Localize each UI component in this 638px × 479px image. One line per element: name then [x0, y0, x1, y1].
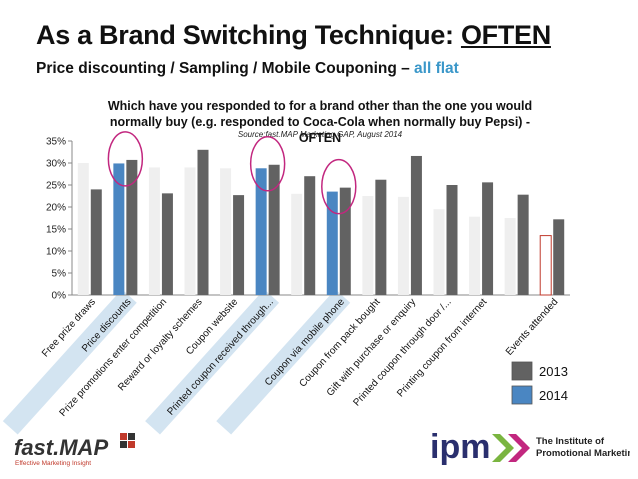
- page-title: As a Brand Switching Technique: OFTEN: [36, 20, 551, 51]
- bar-2014-events: [539, 235, 552, 296]
- ghost-bar: [504, 218, 516, 295]
- ghost-bar: [433, 209, 445, 295]
- highlight-circle: [107, 131, 144, 187]
- ipm-line-1: The Institute of: [536, 436, 605, 447]
- y-tick-label: 25%: [46, 181, 66, 192]
- ghost-bar: [184, 167, 196, 295]
- ipm-logo: ipm The Institute of Promotional Marketi…: [430, 424, 638, 477]
- ghost-bar: [148, 167, 160, 295]
- bar-2013: [375, 179, 387, 295]
- ghost-bar: [469, 216, 481, 295]
- highlight-band: [216, 289, 351, 435]
- bar-2014: [255, 168, 267, 295]
- bar-2013: [339, 187, 351, 295]
- ipm-line-2: Promotional Marketing: [536, 448, 630, 459]
- bar-2014: [113, 163, 125, 295]
- y-tick-label: 10%: [46, 247, 66, 258]
- bar-2014: [326, 191, 338, 295]
- highlight-circle: [321, 158, 357, 215]
- legend-swatch-2014: [511, 385, 533, 405]
- bar-2013: [482, 182, 494, 295]
- chart-question: Which have you responded to for a brand …: [107, 99, 533, 145]
- bar-2013: [233, 195, 245, 295]
- bar-2013: [268, 164, 280, 295]
- highlight-bands: [2, 289, 351, 435]
- ghost-bar: [362, 196, 374, 295]
- bar-2013: [90, 189, 102, 295]
- highlight-band: [2, 289, 137, 435]
- legend: 2013 2014: [511, 361, 568, 405]
- y-tick-label: 0%: [52, 291, 67, 302]
- bar-2013: [304, 176, 316, 295]
- legend-label-2013: 2013: [539, 364, 568, 379]
- highlight-band: [145, 289, 280, 435]
- chart-source: Source:fast.MAP Marketing GAP, August 20…: [237, 130, 403, 139]
- bar-2013: [553, 219, 565, 295]
- bar-2013: [161, 193, 173, 295]
- bar-2013: [197, 149, 209, 295]
- y-tick-label: 30%: [46, 159, 66, 170]
- bar-2013: [446, 185, 458, 295]
- page-subtitle: Price discounting / Sampling / Mobile Co…: [36, 60, 459, 78]
- fastmap-logo-text: fast.MAP: [14, 435, 108, 460]
- bars: [90, 149, 565, 296]
- y-tick-label: 20%: [46, 203, 66, 214]
- y-tick-label: 15%: [46, 225, 66, 236]
- subtitle-accent: all flat: [414, 60, 459, 77]
- bar-2013: [410, 155, 422, 295]
- legend-swatch-2013: [511, 361, 533, 381]
- legend-label-2014: 2014: [539, 388, 568, 403]
- ghost-bar: [220, 168, 232, 295]
- page-title-emph: OFTEN: [460, 20, 551, 50]
- highlight-circles: [107, 131, 357, 215]
- subtitle-main: Price discounting / Sampling / Mobile Co…: [36, 60, 415, 77]
- bar-2013: [126, 159, 138, 295]
- y-tick-label: 5%: [52, 269, 67, 280]
- ghost-bars: [77, 163, 516, 295]
- ghost-bar: [77, 163, 89, 295]
- fastmap-tagline: Effective Marketing Insight: [15, 460, 91, 467]
- fastmap-logo: fast.MAP Effective Marketing Insight: [14, 430, 144, 475]
- ghost-bar: [291, 193, 303, 295]
- x-tick-label: Events attended: [504, 297, 561, 358]
- highlight-circle: [249, 136, 286, 192]
- page-title-prefix: As a Brand Switching Technique:: [36, 20, 461, 50]
- y-tick-label: 35%: [46, 137, 66, 148]
- ghost-bar: [397, 196, 409, 295]
- bar-2013: [517, 194, 529, 295]
- ipm-logo-text: ipm: [430, 428, 490, 466]
